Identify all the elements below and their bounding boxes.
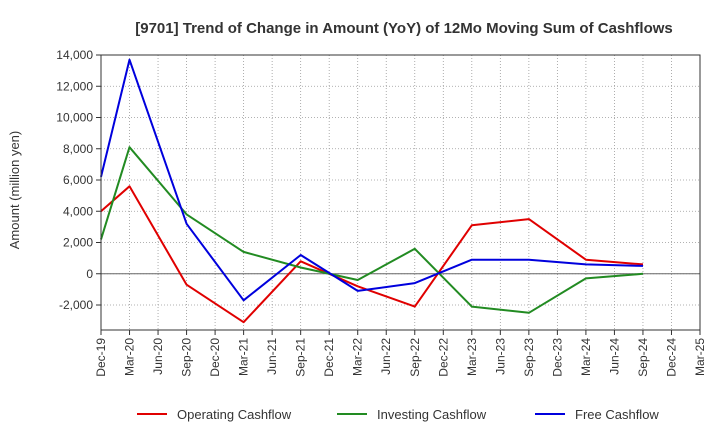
x-tick-label: Sep-20	[180, 338, 194, 377]
x-ticks: Dec-19 Mar-20 Jun-20 Sep-20 Dec-20 Mar-21 Jun-…	[94, 330, 707, 377]
y-axis-label: Amount (million yen)	[7, 131, 22, 250]
y-tick-label: 6,000	[63, 173, 93, 187]
series-line-free-cashflow	[100, 58, 644, 302]
plot-border	[100, 54, 701, 331]
series-line-investing-cashflow	[100, 146, 644, 314]
legend: Operating Cashflow Investing Cashflow Free…	[137, 407, 659, 422]
x-tick-label: Mar-22	[351, 338, 365, 376]
y-tick-label: 10,000	[56, 111, 93, 125]
x-tick-label: Mar-21	[237, 338, 251, 376]
x-tick-label: Dec-19	[94, 338, 108, 377]
x-tick-label: Jun-24	[607, 338, 621, 375]
series	[100, 58, 644, 324]
y-tick-label: 8,000	[63, 142, 93, 156]
series-line-operating-cashflow	[100, 185, 644, 324]
x-tick-label: Mar-20	[123, 338, 137, 376]
x-tick-label: Jun-21	[265, 338, 279, 375]
x-tick-label: Mar-23	[465, 338, 479, 376]
y-tick-label: 2,000	[63, 236, 93, 250]
y-tick-label: -2,000	[59, 298, 93, 312]
chart-title: [9701] Trend of Change in Amount (YoY) o…	[135, 20, 673, 37]
x-tick-label: Dec-24	[664, 338, 678, 377]
x-tick-label: Sep-21	[294, 338, 308, 377]
y-tick-label: 12,000	[56, 79, 93, 93]
x-tick-label: Dec-20	[208, 338, 222, 377]
x-tick-label: Jun-23	[493, 338, 507, 375]
x-tick-label: Jun-20	[151, 338, 165, 375]
x-tick-label: Sep-23	[522, 338, 536, 377]
x-tick-label: Mar-24	[579, 338, 593, 376]
x-tick-label: Jun-22	[379, 338, 393, 375]
y-tick-label: 0	[86, 267, 93, 281]
legend-label: Operating Cashflow	[177, 407, 292, 422]
grid	[100, 54, 701, 330]
x-tick-label: Sep-24	[636, 338, 650, 377]
x-tick-label: Dec-23	[550, 338, 564, 377]
x-tick-label: Mar-25	[693, 338, 707, 376]
y-ticks: -2,000 0 2,000 4,000 6,000 8,000 10,000 12,000 1…	[56, 48, 101, 312]
x-tick-label: Dec-21	[322, 338, 336, 377]
y-tick-label: 4,000	[63, 204, 93, 218]
y-tick-label: 14,000	[56, 48, 93, 62]
x-tick-label: Dec-22	[436, 338, 450, 377]
x-tick-label: Sep-22	[408, 338, 422, 377]
legend-label: Free Cashflow	[575, 407, 659, 422]
legend-label: Investing Cashflow	[377, 407, 487, 422]
